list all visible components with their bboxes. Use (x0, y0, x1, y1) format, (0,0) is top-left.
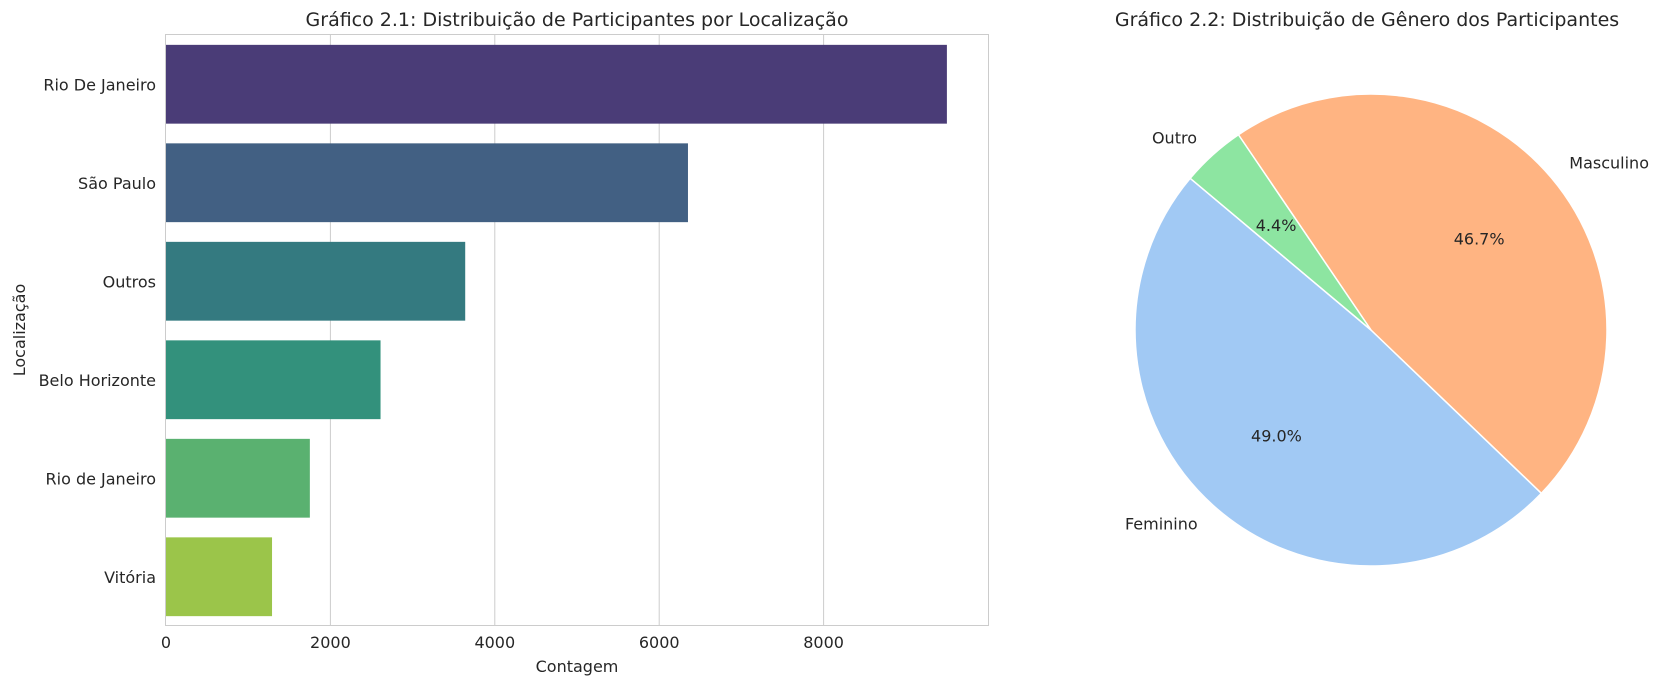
pie-slice (1189, 133, 1372, 331)
pie-labels: Feminino 49.0% Masculino 46.7% Outro 4.4% (1125, 128, 1649, 533)
bar-category-label: Rio de Janeiro (46, 469, 157, 488)
bar-category-label: Belo Horizonte (39, 371, 156, 390)
pie-chart: Gráfico 2.2: Distribuição de Gênero dos … (1115, 9, 1649, 567)
bar-chart-title: Gráfico 2.1: Distribuição de Participant… (306, 9, 849, 31)
pie-percent-label: 49.0% (1251, 426, 1302, 445)
bar-x-tick-label: 2000 (310, 633, 351, 652)
bar (166, 44, 947, 124)
bar-x-tick-label: 8000 (803, 633, 844, 652)
bar-category-label: São Paulo (78, 174, 156, 193)
bar-x-axis-label: Contagem (536, 657, 619, 676)
bar-chart: Gráfico 2.1: Distribuição de Participant… (10, 9, 989, 676)
bar-x-tick-label: 0 (161, 633, 171, 652)
pie-slice-label: Feminino (1125, 514, 1198, 533)
pie-slice (1237, 93, 1608, 495)
bar (166, 241, 466, 321)
bar (166, 537, 273, 617)
bar (166, 438, 310, 518)
bar (166, 143, 688, 223)
bar-category-labels: Rio De Janeiro São Paulo Outros Belo Horizo… (39, 75, 156, 587)
bar-category-label: Vitória (104, 568, 156, 587)
bar-y-axis-label: Localização (10, 284, 29, 377)
pie-slice-label: Masculino (1569, 153, 1649, 172)
bar-bars (166, 44, 947, 617)
bar (166, 340, 381, 420)
bar-plot-frame (165, 34, 989, 626)
bar-gridlines (329, 35, 825, 626)
bar-x-tick-label: 6000 (639, 633, 680, 652)
pie-slice (1134, 177, 1543, 567)
bar-x-tick-label: 4000 (474, 633, 515, 652)
bar-category-label: Outros (103, 272, 156, 291)
bar-x-tick-labels: 0 2000 4000 6000 8000 (161, 633, 844, 652)
pie-slice-label: Outro (1152, 128, 1197, 147)
pie-percent-label: 46.7% (1454, 230, 1505, 249)
pie-percent-label: 4.4% (1256, 216, 1297, 235)
pie-chart-title: Gráfico 2.2: Distribuição de Gênero dos … (1115, 9, 1619, 31)
pie-slices (1134, 93, 1608, 567)
bar-category-label: Rio De Janeiro (43, 75, 156, 94)
